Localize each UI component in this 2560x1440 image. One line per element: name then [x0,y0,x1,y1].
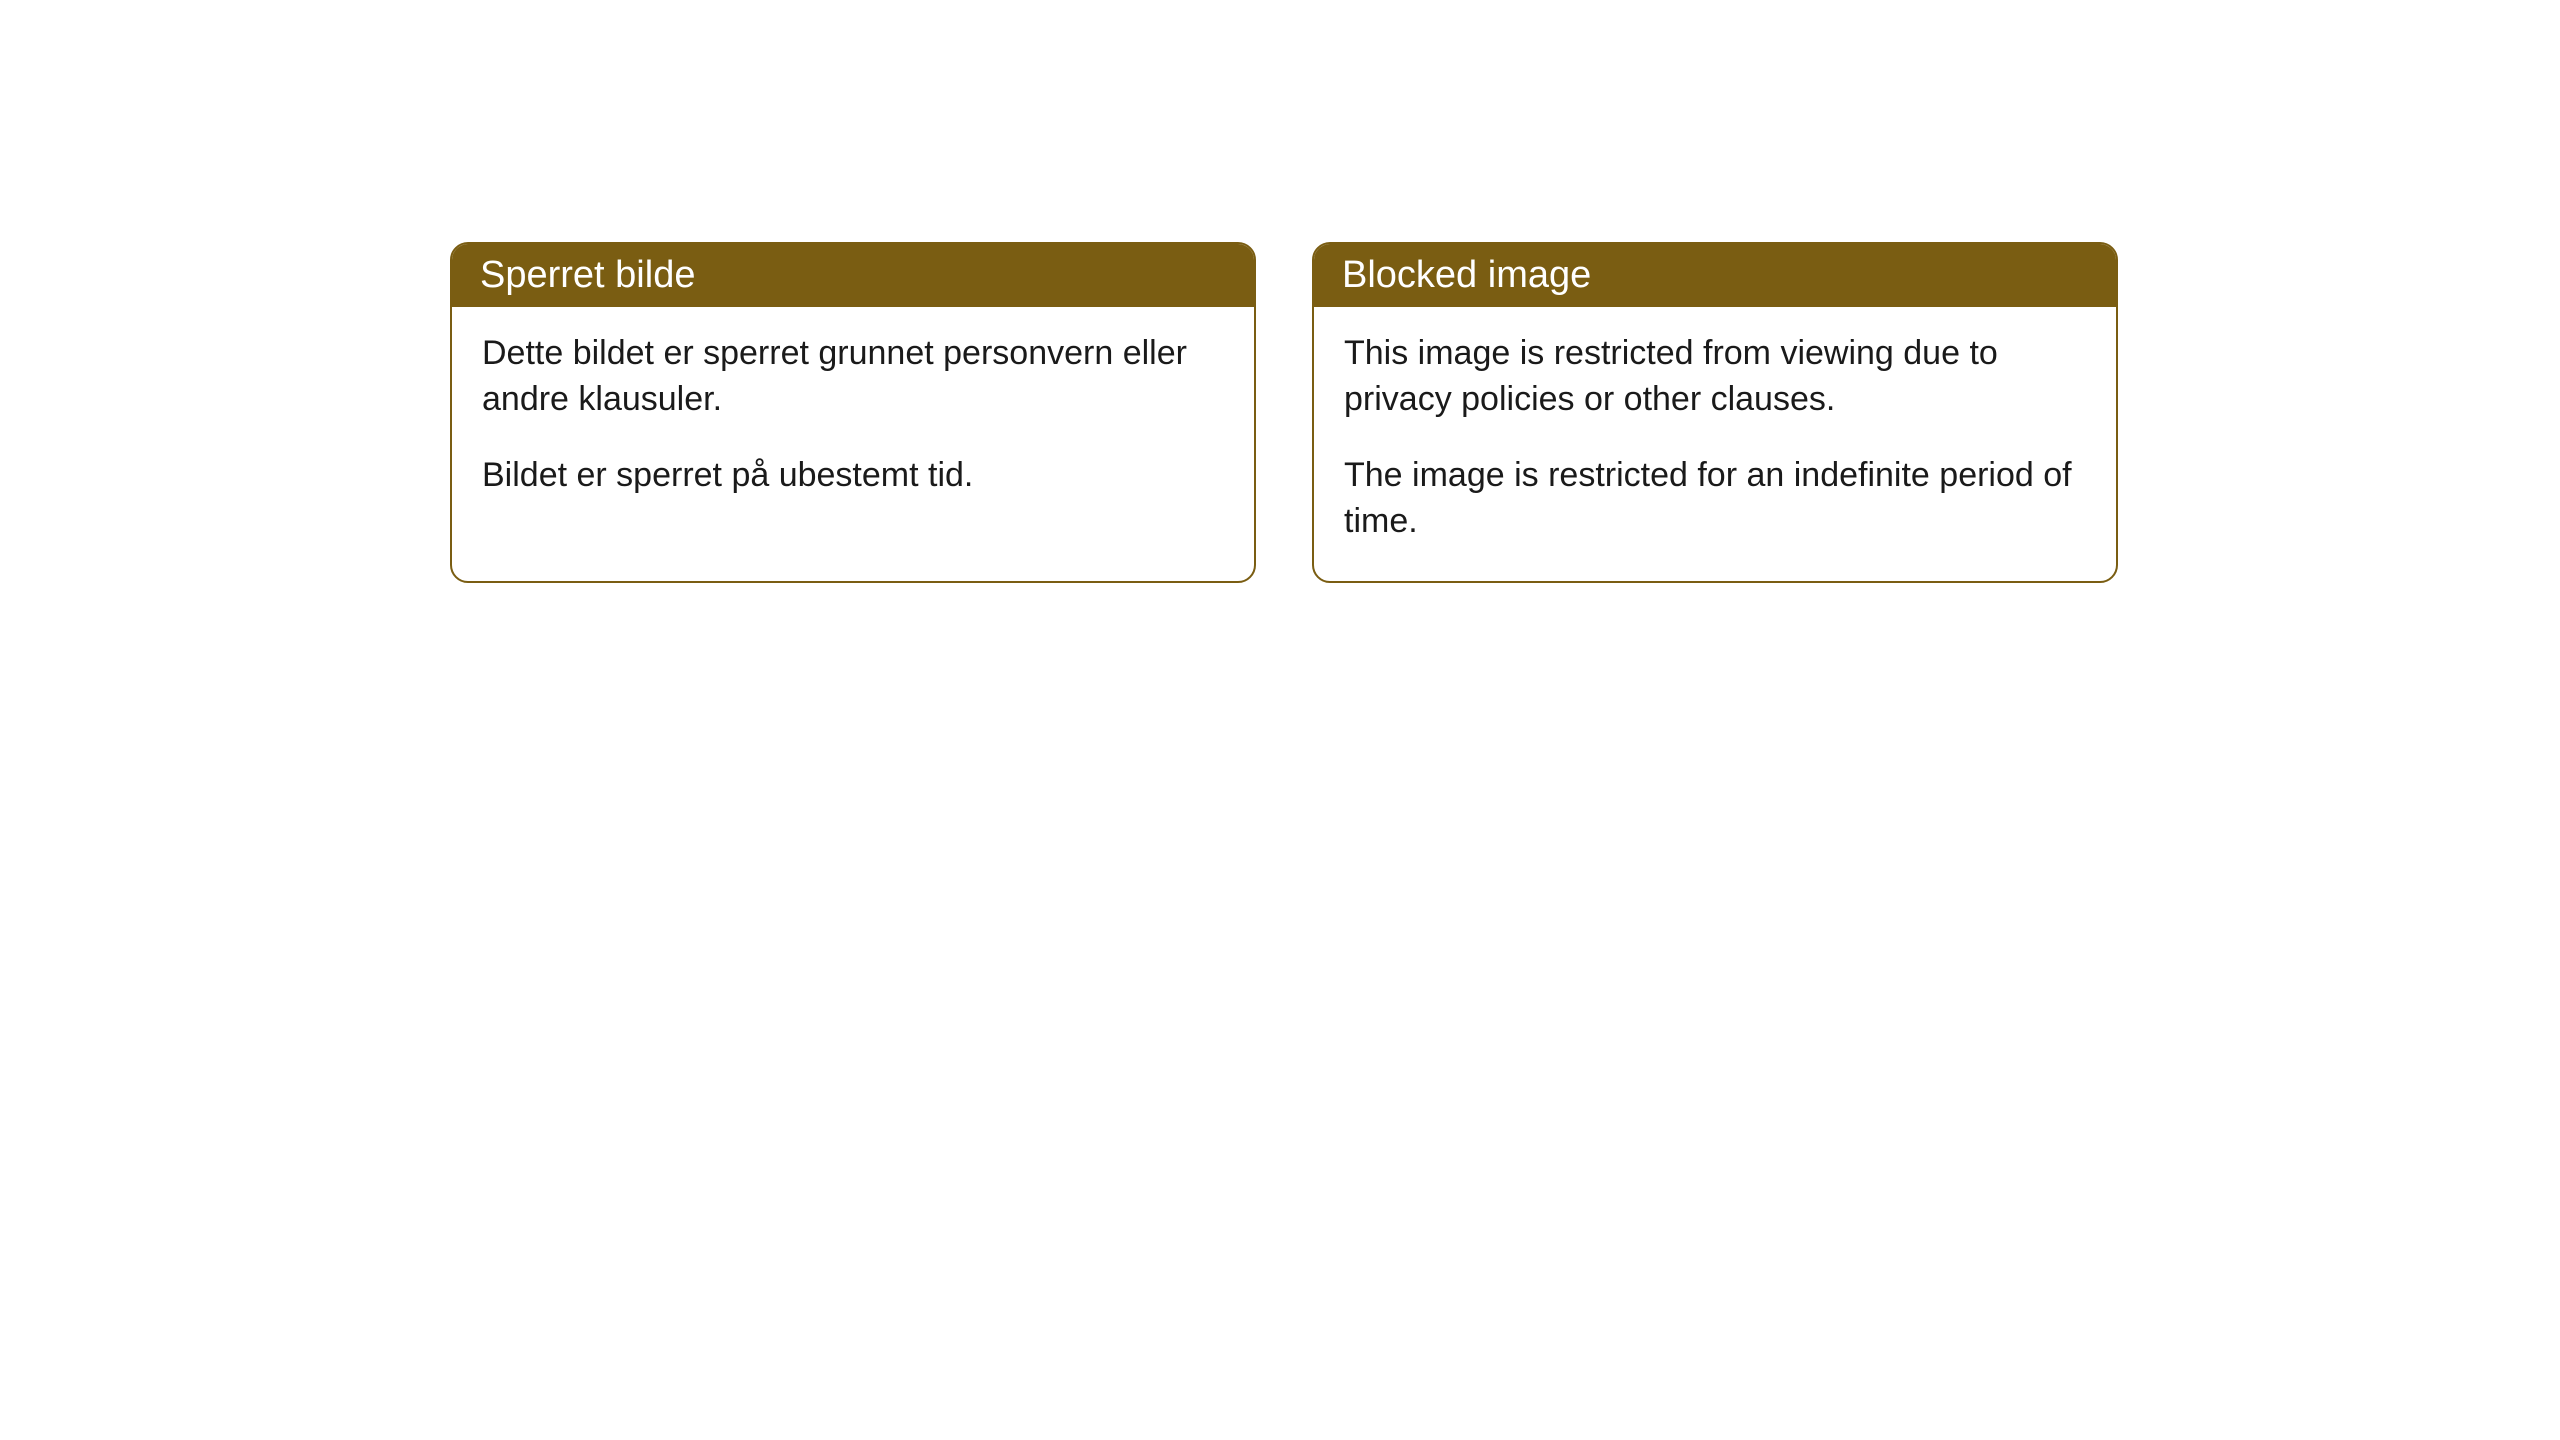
card-paragraph-2-en: The image is restricted for an indefinit… [1344,453,2086,545]
card-paragraph-1-no: Dette bildet er sperret grunnet personve… [482,331,1224,423]
card-paragraph-1-en: This image is restricted from viewing du… [1344,331,2086,423]
blocked-image-card-en: Blocked image This image is restricted f… [1312,242,2118,583]
card-header-en: Blocked image [1314,244,2116,307]
card-paragraph-2-no: Bildet er sperret på ubestemt tid. [482,453,1224,499]
card-body-en: This image is restricted from viewing du… [1314,307,2116,581]
notice-cards-container: Sperret bilde Dette bildet er sperret gr… [450,242,2118,583]
card-title-en: Blocked image [1342,254,1591,296]
card-body-no: Dette bildet er sperret grunnet personve… [452,307,1254,535]
blocked-image-card-no: Sperret bilde Dette bildet er sperret gr… [450,242,1256,583]
card-header-no: Sperret bilde [452,244,1254,307]
card-title-no: Sperret bilde [480,254,695,296]
